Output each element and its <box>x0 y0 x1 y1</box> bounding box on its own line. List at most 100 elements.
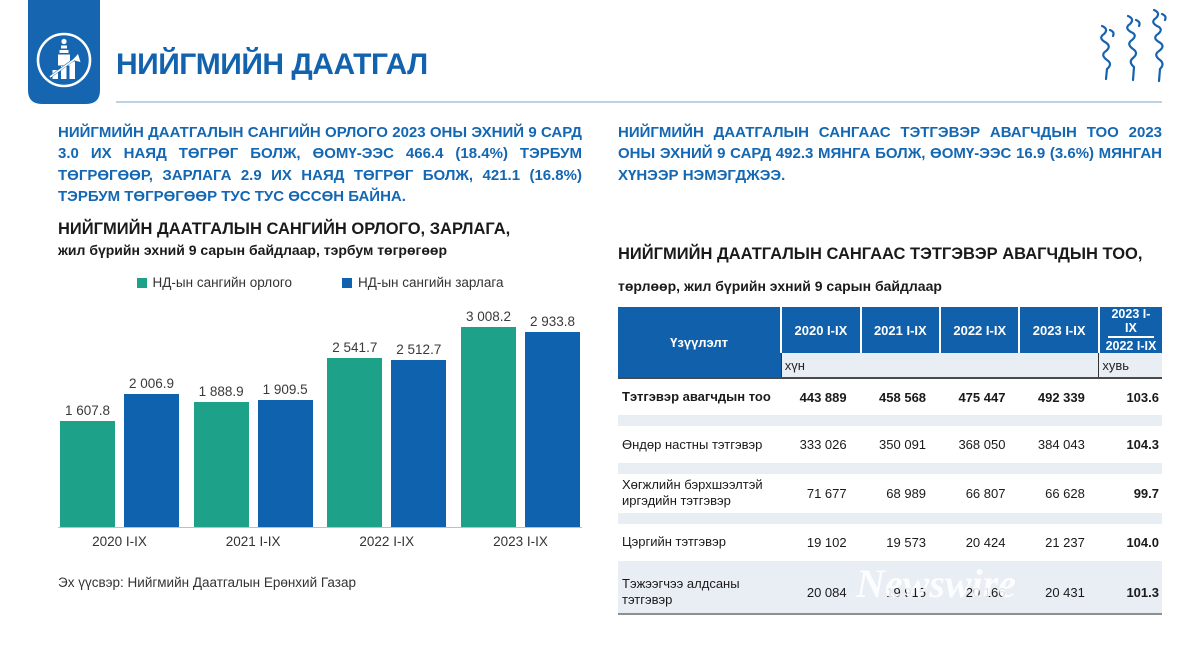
bar-column: 2 512.7 <box>391 342 447 528</box>
row-spacer <box>618 415 1162 427</box>
table-title: НИЙГМИЙН ДААТГАЛЫН САНГААС ТЭТГЭВЭР АВАГ… <box>618 236 1162 299</box>
bar <box>60 420 115 528</box>
row-value: 333 026 <box>781 426 861 464</box>
source-note: Эх үүсвэр: Нийгмийн Даатгалын Ерөнхий Га… <box>58 575 356 591</box>
column-header-ratio: 2023 I-IX 2022 I-IX <box>1097 307 1162 354</box>
row-value: 19 573 <box>860 523 941 561</box>
row-value: 384 043 <box>1019 426 1099 464</box>
row-value: 350 091 <box>860 426 941 464</box>
bar-value-label: 1 909.5 <box>262 382 308 398</box>
x-axis-line <box>58 527 582 529</box>
legend-item: НД-ын сангийн зарлага <box>341 275 504 291</box>
column-header-year: 2023 I-IX <box>1018 307 1099 354</box>
pension-table-body: Тэтгэвэр авагчдын тоо 443 889 458 568 475 4… <box>618 378 1162 615</box>
row-value: 443 889 <box>781 378 861 416</box>
left-column: НИЙГМИЙН ДААТГАЛЫН САНГИЙН ОРЛОГО 2023 О… <box>58 122 582 615</box>
column-header-label: Үзүүлэлт <box>618 307 782 380</box>
bar-value-label: 2 933.8 <box>529 314 575 330</box>
row-label: Тэтгэвэр авагчдын тоо <box>618 378 782 416</box>
bar-group: 3 008.2 2 933.8 2023 I-IX <box>460 300 580 550</box>
ratio-numerator: 2023 I-IX <box>1107 307 1154 339</box>
bar-value-label: 2 006.9 <box>128 376 175 392</box>
bar-value-label: 1 888.9 <box>198 383 244 399</box>
bar-chart: 1 607.8 2 006.9 2020 I-IX 1 888.9 1 909.5 202… <box>58 300 582 549</box>
bar-plot: 1 607.8 2 006.9 2020 I-IX 1 888.9 1 909.5 202… <box>58 300 582 549</box>
row-value: 20 424 <box>940 523 1020 561</box>
x-axis-label: 2022 I-IX <box>359 534 415 550</box>
row-value: 458 568 <box>860 378 941 416</box>
header-divider <box>116 101 1162 103</box>
bar-pair: 2 541.7 2 512.7 <box>327 300 447 528</box>
table-row: Хөгжлийн бэрхшээлтэй иргэдийн тэтгэвэр 71… <box>618 474 1162 513</box>
legend-swatch <box>341 277 352 288</box>
page-title: НИЙГМИЙН ДААТГАЛ <box>116 48 428 81</box>
column-header-year: 2020 I-IX <box>780 307 861 354</box>
bar-column: 1 888.9 <box>193 383 249 528</box>
bar-pair: 1 888.9 1 909.5 <box>193 300 313 528</box>
legend-item: НД-ын сангийн орлого <box>136 275 292 291</box>
bar <box>124 394 179 528</box>
chart-title-sub: жил бүрийн эхний 9 сарын байдлаар, тэрбу… <box>58 241 448 258</box>
bar-pair: 1 607.8 2 006.9 <box>60 300 179 528</box>
bar <box>327 358 383 528</box>
bar-column: 3 008.2 <box>460 309 516 528</box>
bar-value-label: 2 541.7 <box>332 340 378 356</box>
row-ratio: 99.7 <box>1098 474 1162 513</box>
bar-value-label: 1 607.8 <box>64 402 111 418</box>
row-value: 20 431 <box>1019 571 1099 615</box>
content-area: НИЙГМИЙН ДААТГАЛЫН САНГИЙН ОРЛОГО 2023 О… <box>58 122 1162 615</box>
row-ratio: 104.0 <box>1098 523 1162 561</box>
table-row: Тэжээгчээ алдсаны тэтгэвэр 20 084 19 915 20… <box>618 571 1162 615</box>
row-spacer <box>618 512 1162 524</box>
row-spacer-cell <box>618 512 1162 524</box>
bar <box>257 400 313 528</box>
row-ratio: 103.6 <box>1098 378 1162 416</box>
row-value: 68 989 <box>860 474 941 513</box>
nso-logo-icon <box>28 0 100 104</box>
unit-percent: хувь <box>1098 353 1162 380</box>
mongolian-script-icon <box>1084 6 1170 107</box>
bar-pair: 3 008.2 2 933.8 <box>460 300 580 528</box>
bar <box>193 401 249 528</box>
row-value: 20 166 <box>940 571 1020 615</box>
row-ratio: 104.3 <box>1098 426 1162 464</box>
column-header-year: 2021 I-IX <box>859 307 941 354</box>
bar-column: 2 933.8 <box>524 314 580 528</box>
row-label: Өндөр настны тэтгэвэр <box>618 426 782 464</box>
unit-people: хүн <box>780 353 1099 380</box>
bar <box>460 327 516 528</box>
chart-legend: НД-ын сангийн орлого НД-ын сангийн зарлаг… <box>58 275 582 290</box>
table-title-main: НИЙГМИЙН ДААТГАЛЫН САНГААС ТЭТГЭВЭР АВАГ… <box>618 244 1143 263</box>
bar-column: 1 607.8 <box>60 403 115 528</box>
legend-swatch <box>136 277 147 288</box>
row-spacer-cell <box>618 463 1162 475</box>
chart-title: НИЙГМИЙН ДААТГАЛЫН САНГИЙН ОРЛОГО, ЗАРЛА… <box>58 219 582 259</box>
x-axis-label: 2023 I-IX <box>493 534 548 550</box>
pension-summary-paragraph: НИЙГМИЙН ДААТГАЛЫН САНГААС ТЭТГЭВЭР АВАГ… <box>618 124 1162 184</box>
bar <box>391 360 447 528</box>
bar-column: 2 541.7 <box>327 340 383 528</box>
row-value: 20 084 <box>781 571 861 615</box>
row-value: 475 447 <box>940 378 1020 416</box>
nso-logo <box>28 0 100 104</box>
table-header-row: Үзүүлэлт 2020 I-IX 2021 I-IX 2022 I-IX 2023 … <box>618 307 1162 380</box>
column-header-year: 2022 I-IX <box>939 307 1020 354</box>
chart-title-main: НИЙГМИЙН ДААТГАЛЫН САНГИЙН ОРЛОГО, ЗАРЛА… <box>58 220 511 239</box>
pension-table-head: Үзүүлэлт 2020 I-IX 2021 I-IX 2022 I-IX 2023 … <box>618 307 1162 380</box>
right-column: НИЙГМИЙН ДААТГАЛЫН САНГААС ТЭТГЭВЭР АВАГ… <box>618 122 1162 615</box>
row-label: Хөгжлийн бэрхшээлтэй иргэдийн тэтгэвэр <box>618 474 782 513</box>
legend-label: НД-ын сангийн зарлага <box>357 275 504 291</box>
table-row: Өндөр настны тэтгэвэр 333 026 350 091 368 0… <box>618 426 1162 464</box>
row-value: 19 915 <box>860 571 941 615</box>
row-label: Тэжээгчээ алдсаны тэтгэвэр <box>618 571 782 615</box>
bar <box>524 332 580 528</box>
table-title-sub: төрлөөр, жил бүрийн эхний 9 сарын байдла… <box>618 277 942 294</box>
row-value: 66 628 <box>1019 474 1099 513</box>
legend-label: НД-ын сангийн орлого <box>152 275 292 291</box>
row-spacer-cell <box>618 560 1162 572</box>
x-axis-label: 2020 I-IX <box>92 534 147 550</box>
bar-column: 1 909.5 <box>257 382 313 528</box>
row-value: 492 339 <box>1019 378 1099 416</box>
table-unit-row: хүн хувь <box>618 353 1162 380</box>
